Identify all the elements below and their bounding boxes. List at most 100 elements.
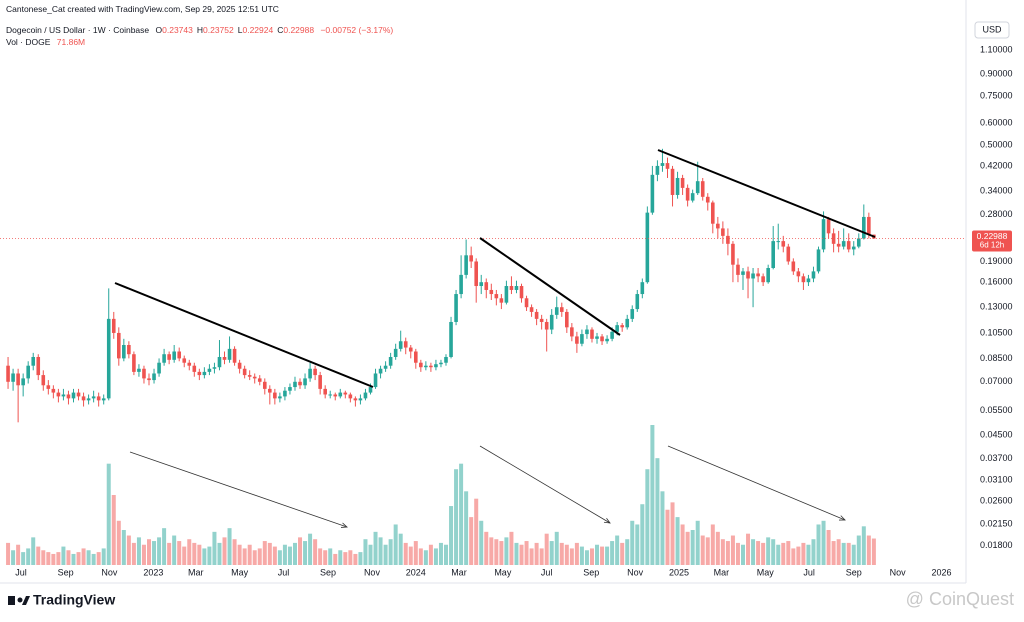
- volume-bar: [348, 550, 353, 565]
- volume-bar: [438, 542, 443, 565]
- volume-bar: [76, 552, 81, 565]
- volume-bar: [232, 539, 237, 565]
- volume-bar: [871, 538, 876, 565]
- candle-body: [585, 329, 589, 335]
- volume-bar: [615, 535, 620, 565]
- volume-bar: [816, 524, 821, 565]
- volume-bar: [620, 542, 625, 565]
- candle-body: [695, 181, 700, 194]
- candle-body: [474, 261, 479, 287]
- volume-bar: [806, 544, 811, 565]
- volume-bar: [61, 546, 66, 565]
- candle-body: [76, 392, 81, 397]
- candle-body: [484, 282, 489, 290]
- candle-body: [16, 373, 20, 386]
- candle-body: [348, 394, 353, 399]
- candle-body: [605, 338, 609, 342]
- volume-bar: [504, 537, 509, 565]
- volume-bar: [398, 533, 403, 565]
- brand: TradingView: [33, 592, 115, 608]
- ohlc-value: 0.23743: [162, 25, 193, 35]
- candle-body: [51, 388, 56, 393]
- currency-box[interactable]: [974, 21, 1010, 39]
- candle-body: [56, 392, 61, 397]
- x-tick-label: May: [494, 567, 512, 577]
- candle-body: [710, 202, 715, 224]
- candle-body: [670, 168, 675, 195]
- candle-body: [590, 329, 594, 339]
- candle-body: [489, 289, 494, 295]
- candle-body: [137, 368, 141, 372]
- volume-bar: [433, 548, 438, 565]
- volume-bar: [670, 502, 675, 565]
- volume-bar: [252, 550, 257, 565]
- arrow: [129, 451, 347, 527]
- volume-bar: [574, 542, 579, 565]
- volume-bar: [303, 541, 308, 565]
- volume-bar: [277, 550, 282, 565]
- y-tick-label: 0.28000: [980, 209, 1013, 219]
- x-tick-label: Jul: [541, 567, 553, 577]
- candle-body: [81, 396, 86, 401]
- candle-body: [630, 309, 635, 319]
- candle-body: [373, 373, 378, 388]
- symbol: Dogecoin / US Dollar · 1W · Coinbase: [6, 25, 150, 35]
- candle-body: [570, 327, 574, 337]
- volume-bar: [685, 531, 690, 565]
- volume-bar: [418, 548, 423, 565]
- x-tick-label: Nov: [101, 567, 118, 577]
- candle-body: [801, 276, 806, 283]
- change: −0.00752 (−3.17%): [320, 25, 394, 35]
- candle-body: [278, 396, 282, 399]
- candle-body: [700, 181, 705, 197]
- volume-bar: [841, 542, 846, 565]
- candle-body: [408, 347, 413, 352]
- volume-bar: [630, 520, 635, 565]
- candle-body: [368, 387, 373, 393]
- y-tick-label: 0.02150: [980, 518, 1013, 528]
- candle-body: [157, 362, 161, 374]
- logo-mark: [8, 596, 15, 605]
- volume-bar: [549, 541, 554, 565]
- candle-body: [796, 271, 801, 277]
- volume-bar: [272, 546, 277, 565]
- candle-body: [222, 356, 227, 360]
- volume-bar: [31, 537, 36, 565]
- volume-bar: [46, 552, 51, 565]
- candle-body: [122, 344, 126, 359]
- volume-bar: [373, 531, 378, 565]
- candle-body: [434, 364, 438, 368]
- candle-body: [610, 331, 614, 339]
- volume-bar: [423, 550, 428, 565]
- candle-body: [303, 378, 307, 386]
- credit: Cantonese_Cat created with TradingView.c…: [6, 4, 279, 14]
- volume-bar: [257, 548, 262, 565]
- volume-bar: [499, 541, 504, 565]
- y-tick-label: 0.75000: [980, 90, 1013, 100]
- arrow: [479, 445, 610, 523]
- candle-body: [479, 282, 484, 287]
- candle-body: [454, 294, 458, 322]
- ohlc-key: O: [155, 25, 163, 35]
- candle-body: [826, 219, 831, 234]
- candle-body: [620, 325, 624, 328]
- candle-body: [293, 381, 297, 388]
- volume-last: 71.86M: [56, 37, 86, 47]
- volume-bar: [605, 546, 610, 565]
- x-tick-label: 2025: [669, 567, 689, 577]
- volume-bar: [368, 544, 373, 565]
- volume-bar: [464, 491, 469, 565]
- candle-body: [46, 385, 51, 389]
- volume-bar: [660, 491, 665, 565]
- volume-arrows: [129, 445, 845, 527]
- arrow: [667, 445, 845, 520]
- candle-body: [721, 228, 725, 236]
- x-tick-label: Nov: [627, 567, 644, 577]
- candle-body: [262, 381, 267, 389]
- candle-body: [776, 241, 781, 243]
- volume-bar: [856, 535, 861, 565]
- candle-body: [665, 163, 670, 169]
- x-tick-label: Sep: [320, 567, 336, 577]
- y-tick-label: 0.03100: [980, 474, 1013, 484]
- candle-body: [398, 341, 403, 349]
